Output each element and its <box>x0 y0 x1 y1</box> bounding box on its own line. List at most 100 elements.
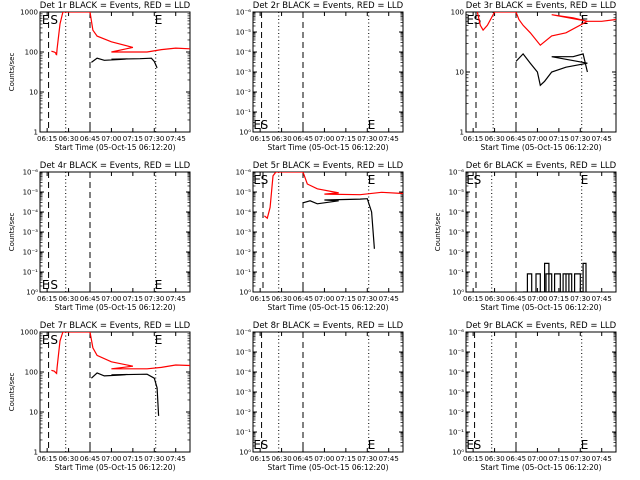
x-tick-label: 06:15 <box>250 295 270 303</box>
events-series-line <box>91 57 158 69</box>
x-tick-label: 07:45 <box>592 455 612 463</box>
y-tick-label: 10⁻¹ <box>236 269 252 277</box>
x-tick-label: 07:45 <box>592 295 612 303</box>
y-tick-label: 10⁻³ <box>23 229 39 237</box>
x-tick-label: 07:15 <box>336 295 356 303</box>
panel-det-2: Det 2r BLACK = Events, RED = LLD 10⁰ 10⁻¹ 1… <box>236 1 404 152</box>
y-tick-label: 1 <box>34 449 38 457</box>
plot-frame <box>252 331 404 453</box>
x-axis-title: Start Time (05-Oct-15 06:12:20) <box>480 463 601 472</box>
y-tick-label: 10 <box>29 409 38 417</box>
saa-marker: S <box>50 333 58 347</box>
y-tick-label: 10⁻⁶ <box>236 169 252 177</box>
y-tick-label: 10⁻² <box>236 249 252 257</box>
x-tick-label: 06:15 <box>463 295 483 303</box>
y-tick-label: 10⁻⁵ <box>236 29 252 37</box>
event-end-marker: E <box>155 13 163 27</box>
panel-title: Det 8r BLACK = Events, RED = LLD <box>253 321 404 331</box>
y-tick-label: 10 <box>29 89 38 97</box>
x-tick-label: 06:45 <box>293 135 313 143</box>
x-tick-label: 07:15 <box>549 135 569 143</box>
y-tick-label: 10⁻⁶ <box>449 169 465 177</box>
y-tick-label: 10⁻⁶ <box>449 329 465 337</box>
event-end-marker: E <box>368 118 376 132</box>
saa-marker: S <box>50 13 58 27</box>
x-tick-label: 07:15 <box>549 455 569 463</box>
event-start-marker: E <box>466 173 474 187</box>
panel-det-5: Det 5r BLACK = Events, RED = LLD 10⁰ 10⁻¹ 1… <box>236 161 404 312</box>
x-tick-label: 07:45 <box>379 455 399 463</box>
y-axis-title: Counts/sec <box>8 213 16 252</box>
x-tick-label: 07:15 <box>336 455 356 463</box>
plot-frame <box>252 171 404 293</box>
y-tick-label: 10⁻¹ <box>23 269 39 277</box>
plot-frame <box>252 11 404 133</box>
y-tick-label: 10⁻² <box>236 409 252 417</box>
x-tick-label: 06:15 <box>250 135 270 143</box>
event-end-marker: E <box>368 173 376 187</box>
y-tick-label: 10⁻⁶ <box>236 9 252 17</box>
x-tick-label: 06:45 <box>506 455 526 463</box>
lld-series-line <box>476 12 616 47</box>
x-tick-label: 06:30 <box>58 135 78 143</box>
y-tick-label: 100 <box>25 49 38 57</box>
y-tick-label: 10⁰ <box>239 289 251 297</box>
y-tick-label: 10⁻¹ <box>236 109 252 117</box>
x-tick-label: 07:00 <box>527 295 547 303</box>
y-tick-label: 10⁻⁴ <box>449 209 465 217</box>
panel-det-6: Det 6r BLACK = Events, RED = LLD 10⁰ 10⁻¹ 1… <box>434 161 617 312</box>
x-tick-label: 07:45 <box>379 135 399 143</box>
x-tick-label: 06:45 <box>293 295 313 303</box>
lld-series-line <box>51 12 190 56</box>
y-tick-label: 10⁻⁴ <box>23 209 39 217</box>
x-tick-label: 07:30 <box>357 455 377 463</box>
plot-frame <box>465 11 617 133</box>
y-tick-label: 10⁻⁵ <box>449 189 465 197</box>
plot-frame <box>39 11 191 133</box>
saa-marker: S <box>261 438 269 452</box>
x-tick-label: 06:30 <box>58 295 78 303</box>
x-tick-label: 07:30 <box>144 135 164 143</box>
y-tick-label: 1000 <box>20 329 38 337</box>
x-tick-label: 06:30 <box>484 455 504 463</box>
y-tick-label: 10⁻³ <box>236 389 252 397</box>
panel-title: Det 9r BLACK = Events, RED = LLD <box>466 321 617 331</box>
lld-series-line <box>264 172 403 220</box>
x-tick-label: 07:00 <box>101 135 121 143</box>
y-tick-label: 100 <box>25 369 38 377</box>
events-series-line <box>523 262 587 292</box>
x-tick-label: 06:30 <box>271 135 291 143</box>
x-tick-label: 06:15 <box>250 455 270 463</box>
lld-series-line <box>51 332 190 375</box>
y-tick-label: 10⁰ <box>452 289 464 297</box>
x-tick-label: 07:45 <box>166 295 186 303</box>
x-axis-title: Start Time (05-Oct-15 06:12:20) <box>480 303 601 312</box>
x-tick-label: 07:00 <box>101 295 121 303</box>
x-tick-label: 06:15 <box>37 295 57 303</box>
y-tick-label: 10⁻⁴ <box>236 209 252 217</box>
panel-det-3: Det 3r BLACK = Events, RED = LLD 1 10 100 06… <box>451 1 617 152</box>
y-tick-label: 10⁻⁶ <box>23 169 39 177</box>
x-tick-label: 07:30 <box>570 295 590 303</box>
event-start-marker: E <box>466 13 474 27</box>
x-tick-label: 07:15 <box>336 135 356 143</box>
x-axis-title: Start Time (05-Oct-15 06:12:20) <box>267 143 388 152</box>
panel-title: Det 2r BLACK = Events, RED = LLD <box>253 1 404 11</box>
saa-marker: S <box>261 118 269 132</box>
y-tick-label: 10⁻² <box>236 89 252 97</box>
x-tick-label: 07:00 <box>101 455 121 463</box>
y-tick-label: 1000 <box>20 9 38 17</box>
x-axis-title: Start Time (05-Oct-15 06:12:20) <box>267 303 388 312</box>
x-tick-label: 06:15 <box>463 135 483 143</box>
events-series-line <box>302 198 375 249</box>
x-tick-label: 07:15 <box>123 135 143 143</box>
x-tick-label: 06:45 <box>506 295 526 303</box>
saa-marker: S <box>474 173 482 187</box>
y-tick-label: 10⁻¹ <box>449 269 465 277</box>
x-tick-label: 06:45 <box>80 135 100 143</box>
y-tick-label: 10⁻⁴ <box>236 369 252 377</box>
plot-frame <box>465 171 617 293</box>
panel-title: Det 7r BLACK = Events, RED = LLD <box>40 321 191 331</box>
x-tick-label: 07:30 <box>144 295 164 303</box>
